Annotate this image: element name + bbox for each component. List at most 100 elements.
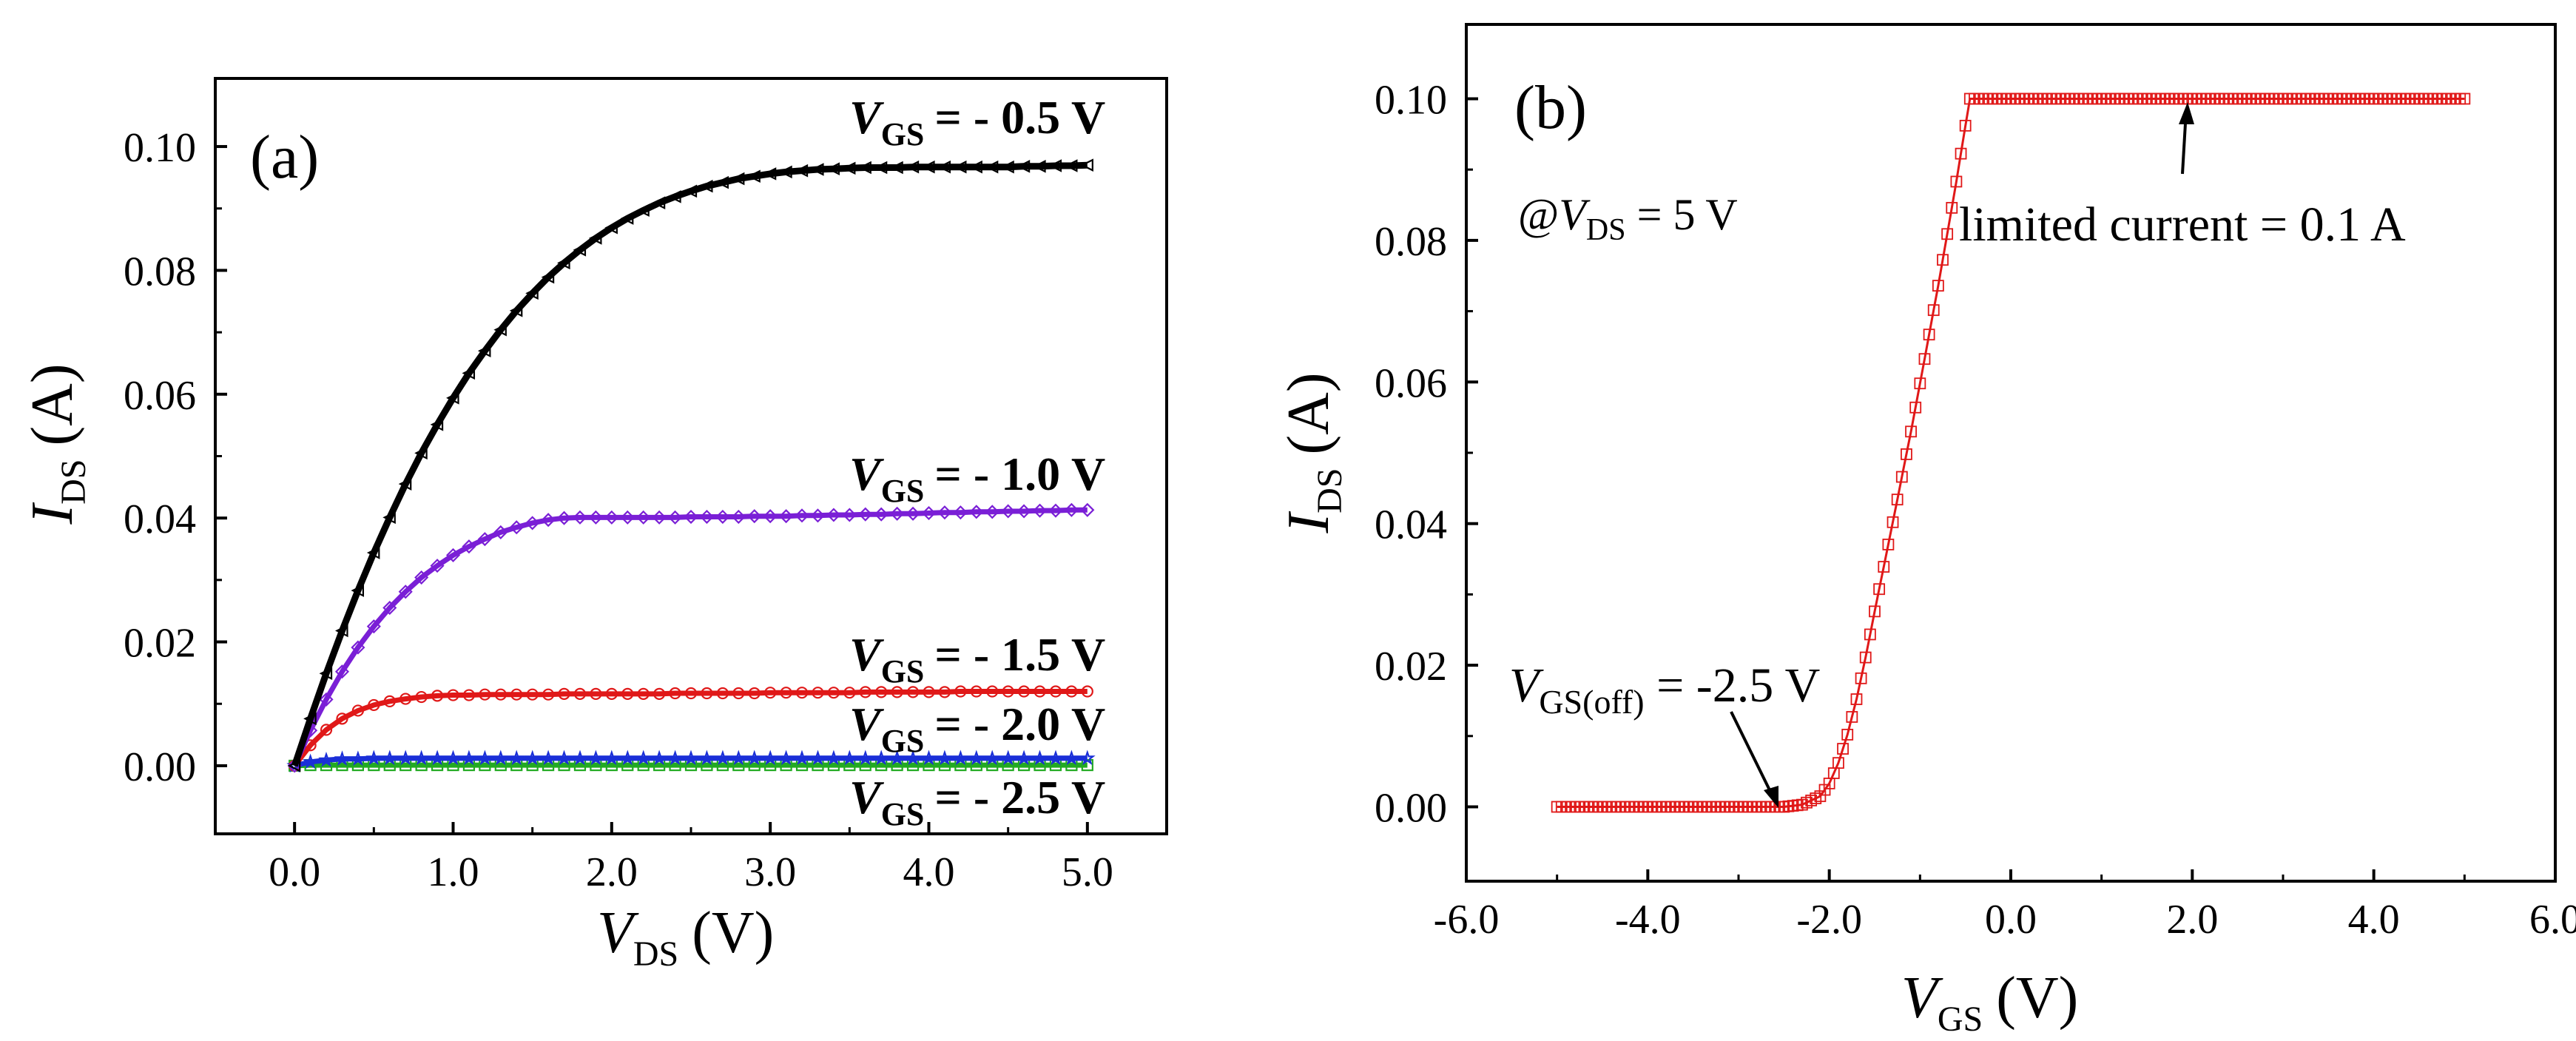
panel-a-data-point <box>621 687 634 700</box>
panel-a-y-tick-label: 0.08 <box>124 249 196 294</box>
panel-b-y-tick-label: 0.02 <box>1375 644 1447 690</box>
panel-a-data-point <box>1080 158 1093 172</box>
panel-a-data-point <box>699 179 713 193</box>
panel-b-plot-frame <box>1465 23 2557 883</box>
panel-b-limited-current-arrow <box>2179 102 2194 175</box>
panel-a-x-axis-title: VDS (V) <box>597 900 774 974</box>
panel-a-data-point <box>1063 749 1080 766</box>
panel-b-vgs-off-arrow <box>1730 711 1778 808</box>
panel-a-data-point <box>827 687 840 699</box>
panel-b-data-point <box>1901 448 1912 460</box>
panel-a-data-point <box>445 749 462 766</box>
panel-a-data-point <box>731 509 746 525</box>
panel-a-data-point <box>414 446 428 460</box>
panel-a-data-point <box>922 160 935 174</box>
panel-b-data-point <box>1927 304 1940 317</box>
panel-b-letter: (b) <box>1514 73 1587 142</box>
panel-a-data-point <box>447 689 459 701</box>
panel-a-data-point <box>462 689 476 701</box>
panel-a-label-vgs-2-0: VGS = - 2.0 V <box>849 698 1105 759</box>
panel-a-data-point <box>540 749 556 766</box>
panel-a-data-point <box>637 687 650 700</box>
panel-a-data-point <box>969 505 984 519</box>
panel-b-x-tick-label: 4.0 <box>2348 897 2400 943</box>
panel-a-data-point <box>351 584 364 597</box>
panel-a-data-point <box>716 687 729 700</box>
panel-a-data-point <box>857 749 874 766</box>
panel-a-data-point <box>715 175 729 189</box>
panel-a-y-tick-label: 0.06 <box>124 373 196 419</box>
panel-b-data-point <box>1941 228 1954 240</box>
svg-text:VGS= - 2.5 V: VGS = - 2.5 V <box>849 771 1105 832</box>
panel-a-data-point <box>812 687 824 699</box>
panel-a-data-point <box>937 749 953 766</box>
panel-a-data-point <box>383 695 396 708</box>
panel-a-data-point <box>590 687 602 700</box>
panel-a-data-point <box>493 525 508 539</box>
panel-a-data-point <box>462 539 476 554</box>
panel-a-label-vgs-1-0: VGS = - 1.0 V <box>849 448 1105 509</box>
panel-a-data-point <box>366 619 381 634</box>
panel-a-data-point <box>556 749 573 766</box>
panel-a-data-point <box>1080 502 1095 517</box>
panel-a-data-point <box>477 344 491 358</box>
panel-a-data-point <box>748 687 761 700</box>
panel-a-data-point <box>778 749 795 766</box>
panel-a-data-point <box>334 750 351 766</box>
panel-b-x-tick-label: 2.0 <box>2166 897 2218 943</box>
panel-a-data-point <box>985 160 999 174</box>
panel-a-data-point <box>336 712 348 725</box>
panel-a-y-tick-label: 0.02 <box>124 621 196 667</box>
panel-a-data-point <box>588 510 603 525</box>
panel-b-x-ticks: -6.0 -4.0 -2.0 0.0 2.0 4.0 6.0 <box>1434 869 2576 943</box>
panel-a-data-point <box>921 505 937 521</box>
svg-text:VGS= - 2.0 V: VGS = - 2.0 V <box>849 698 1105 759</box>
panel-a-data-point <box>715 749 731 766</box>
panel-b-x-tick-label: -2.0 <box>1796 897 1862 943</box>
panel-a-data-point <box>890 161 903 175</box>
panel-a-data-point <box>492 749 509 766</box>
panel-a-data-point <box>413 749 430 766</box>
panel-a-data-point <box>715 509 730 525</box>
panel-a-data-point <box>999 749 1016 766</box>
panel-a-data-point <box>1016 749 1032 766</box>
panel-a-data-point <box>763 167 777 181</box>
panel-a-data-point <box>398 477 412 491</box>
panel-a-data-point <box>525 286 539 300</box>
panel-b-data-point <box>1909 401 1922 414</box>
svg-text:VGS= - 1.0 V: VGS = - 1.0 V <box>849 448 1105 509</box>
panel-a-x-tick-label: 4.0 <box>903 849 955 895</box>
panel-a-data-point <box>556 511 572 525</box>
panel-a-data-point <box>874 161 888 175</box>
panel-a-data-point <box>873 749 890 766</box>
panel-a-data-point <box>684 184 698 198</box>
panel-a-data-point <box>859 686 871 698</box>
panel-a-data-point <box>986 685 999 698</box>
panel-a-x-tick-label: 3.0 <box>744 849 796 895</box>
panel-a-data-point <box>494 688 507 701</box>
panel-b-data-point <box>1905 425 1917 438</box>
panel-a-data-point <box>652 510 667 525</box>
panel-a-data-point <box>1081 685 1093 698</box>
panel-a-data-point <box>429 749 445 766</box>
panel-a-y-tick-label: 0.10 <box>124 125 196 171</box>
panel-a-data-point <box>636 203 650 218</box>
panel-a-series-line <box>294 755 1088 769</box>
panel-a-data-point <box>620 510 635 525</box>
panel-a-data-point <box>368 698 380 712</box>
panel-a-data-point <box>858 507 873 522</box>
panel-a-data-point <box>684 687 698 700</box>
panel-a-data-point <box>890 506 905 521</box>
panel-a-data-point <box>1048 503 1063 518</box>
panel-b-data-point <box>1882 539 1895 550</box>
panel-a-data-point <box>287 759 301 772</box>
panel-a-data-point <box>668 510 683 525</box>
panel-a-x-tick-label: 0.0 <box>269 849 320 895</box>
panel-a-data-point <box>698 749 715 766</box>
panel-b-vgs-off-label: VGS(off) = -2.5 V <box>1509 658 1820 721</box>
panel-a-data-point <box>1064 502 1079 517</box>
panel-a-data-point <box>479 688 491 701</box>
panel-a-data-point <box>508 749 525 766</box>
panel-a-data-point <box>541 513 556 528</box>
panel-a-data-point <box>842 508 857 522</box>
